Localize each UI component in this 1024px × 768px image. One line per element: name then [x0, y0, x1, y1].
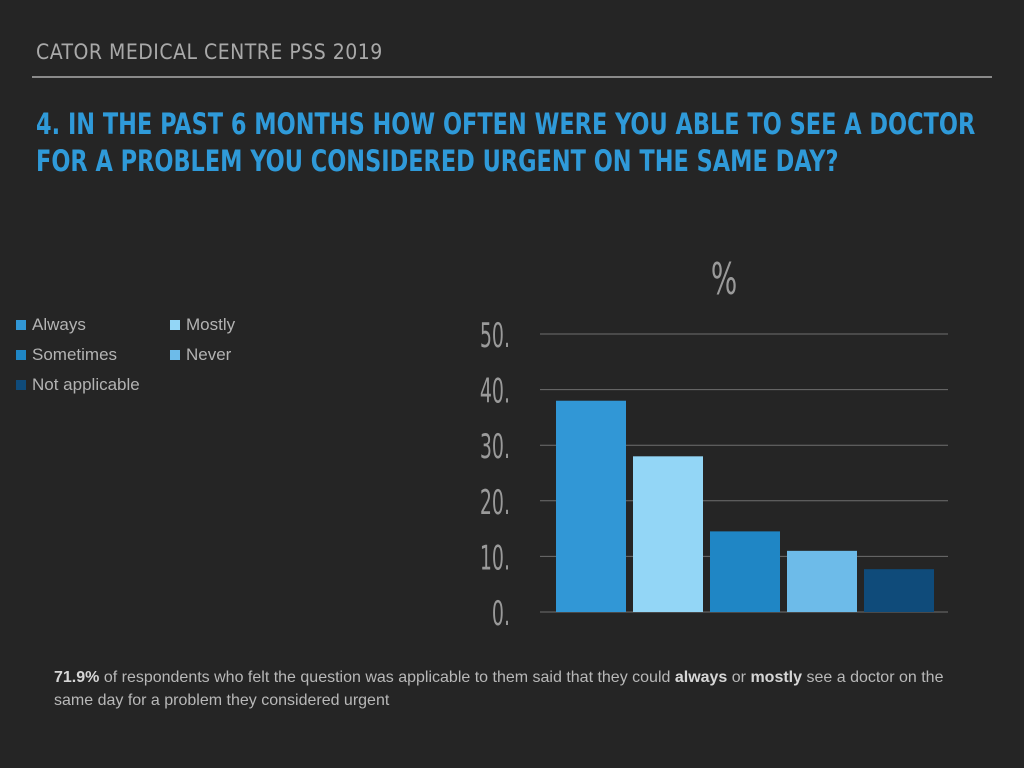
footnote-text: of respondents who felt the question was…: [99, 669, 675, 686]
legend-swatch: [170, 350, 180, 360]
legend-label: Mostly: [186, 315, 236, 334]
chart-footnote: 71.9% of respondents who felt the questi…: [54, 666, 964, 712]
chart-legend: Always Mostly Sometimes Never Not applic…: [16, 314, 336, 396]
legend-swatch: [16, 350, 26, 360]
y-tick-label: 10.: [480, 538, 510, 578]
legend-item-never: Never: [170, 344, 324, 366]
bar-always: [556, 400, 626, 612]
y-tick-label: 50.: [480, 316, 510, 356]
legend-item-sometimes: Sometimes: [16, 344, 170, 366]
y-tick-label: 40.: [480, 371, 510, 411]
footnote-percent: 71.9%: [54, 669, 100, 686]
legend-swatch: [170, 320, 180, 330]
footnote-bold-always: always: [674, 669, 728, 686]
legend-label: Never: [186, 345, 232, 364]
legend-item-always: Always: [16, 314, 170, 336]
legend-item-not-applicable: Not applicable: [16, 374, 170, 396]
footnote-text: or: [727, 669, 751, 686]
question-title: 4. IN THE PAST 6 MONTHS HOW OFTEN WERE Y…: [36, 107, 976, 178]
bar-mostly: [633, 456, 703, 612]
legend-label: Sometimes: [32, 345, 118, 364]
y-tick-label: 20.: [480, 483, 510, 523]
legend-label: Always: [32, 315, 86, 334]
footnote-text: see a doctor on the same day for a probl…: [54, 669, 944, 709]
legend-label: Not applicable: [32, 375, 140, 394]
bar-sometimes: [710, 531, 780, 612]
y-tick-label: 30.: [480, 427, 510, 467]
legend-item-mostly: Mostly: [170, 314, 324, 336]
bar-not-applicable: [864, 569, 934, 612]
legend-swatch: [16, 380, 26, 390]
chart-title: %: [711, 253, 737, 304]
legend-swatch: [16, 320, 26, 330]
brand-header: CATOR MEDICAL CENTRE PSS 2019: [36, 40, 383, 64]
header-divider: [32, 76, 992, 78]
y-tick-label: 0.: [492, 594, 510, 634]
bar-chart: % 0. 10. 20. 30. 40. 50.: [480, 253, 948, 634]
footnote-bold-mostly: mostly: [750, 669, 803, 686]
bar-never: [787, 550, 857, 612]
